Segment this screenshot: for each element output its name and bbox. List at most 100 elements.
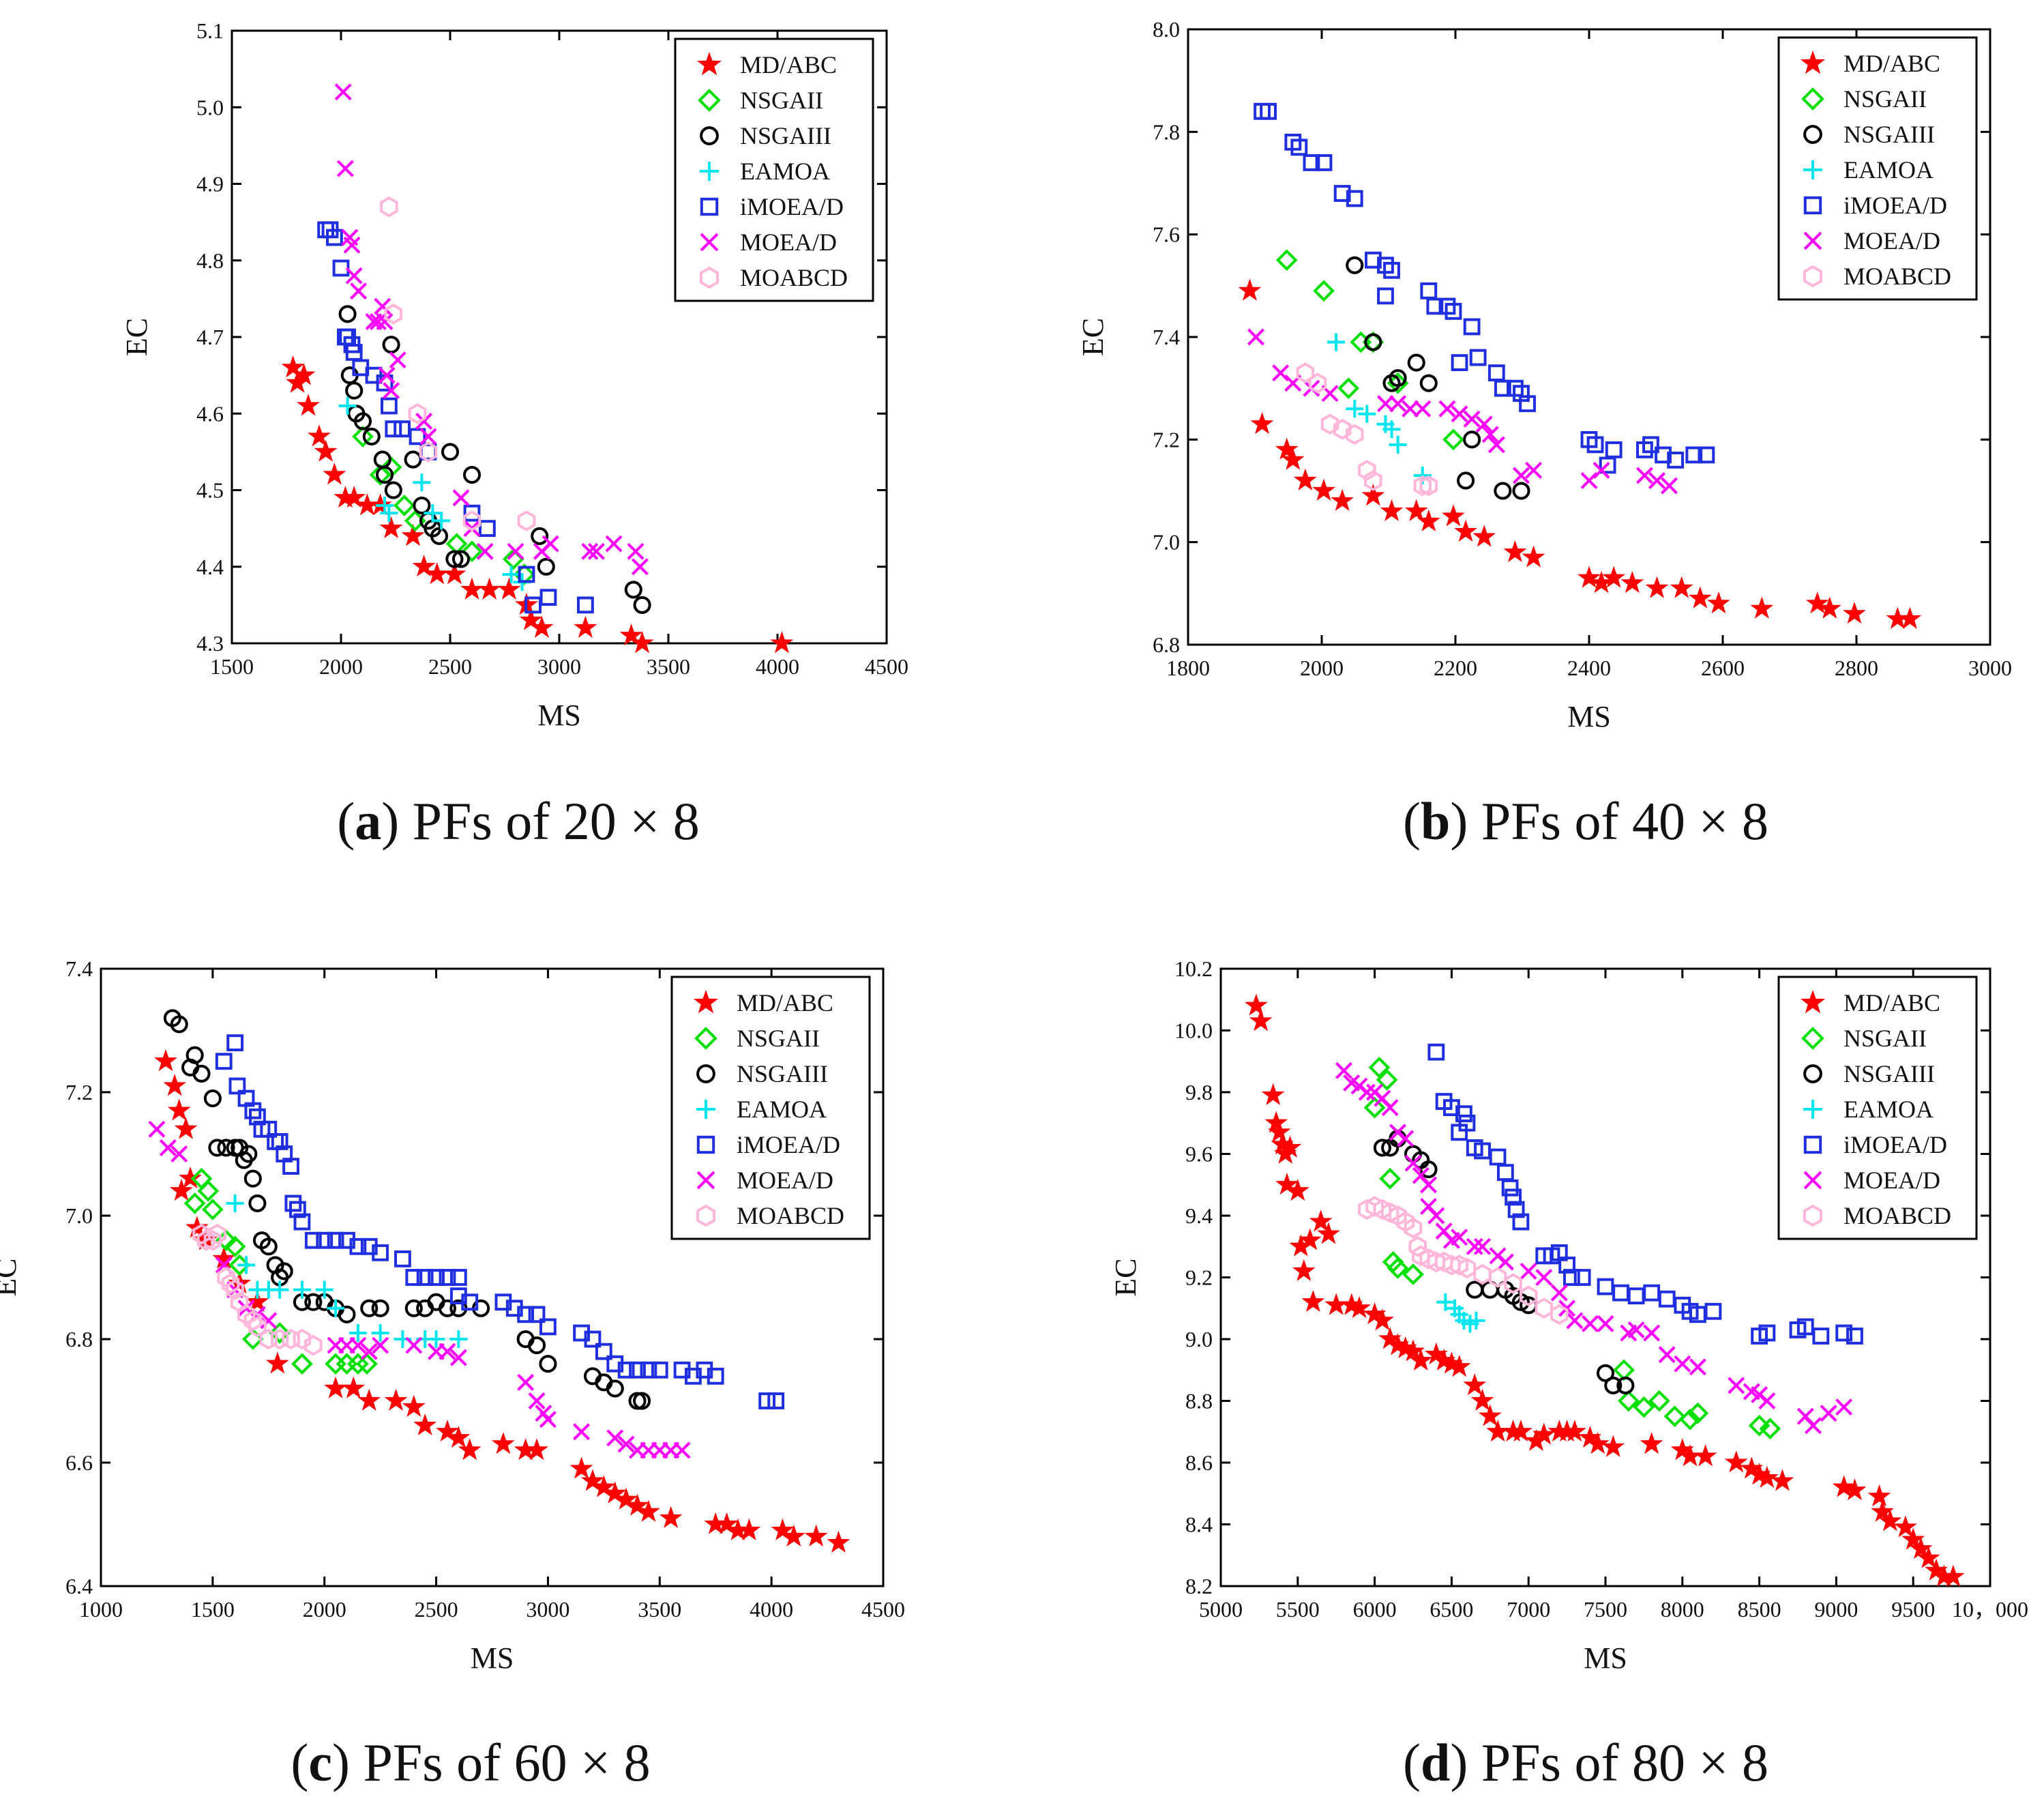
data-point [1469,349,1487,366]
data-point [1427,1251,1446,1273]
legend-label: MOABCD [1843,1202,1951,1229]
data-point [374,297,391,315]
data-point [174,1117,198,1139]
legend-marker [1803,1064,1822,1083]
data-point [293,1328,312,1350]
data-point [314,439,338,462]
data-point [239,1145,258,1163]
legend-label: iMOEA/D [1843,192,1947,219]
x-axis-label: MS [1567,700,1611,733]
y-tick-label: 7.0 [1153,530,1180,555]
x-tick-label: 8500 [1738,1597,1781,1622]
y-tick-label: 4.3 [196,631,224,656]
data-point [1442,1255,1461,1276]
x-tick-label: 10，000 [1952,1597,2028,1622]
data-point [384,1388,408,1411]
data-point [1832,1475,1856,1497]
y-tick-label: 8.6 [1185,1450,1213,1475]
data-point [1312,478,1335,501]
data-point [1451,405,1468,423]
data-point [1596,1364,1615,1382]
data-point [1487,436,1505,454]
data-point [1303,154,1320,171]
data-point [1488,1267,1507,1288]
data-point [357,1388,381,1411]
data-point [1445,303,1462,320]
y-tick-label: 4.6 [196,401,224,426]
data-point [449,1269,467,1286]
panel-caption: (c) PFs of 60 × 8 [291,1733,650,1792]
data-point [451,550,471,568]
legend-marker [694,1027,717,1050]
legend-marker [1803,1135,1822,1154]
data-point [1578,566,1601,588]
series-moabcd [1296,362,1438,497]
data-point [197,1180,220,1202]
data-point [1376,1069,1398,1091]
data-point [1324,1293,1348,1315]
data-point [1466,1237,1483,1255]
legend-label: MD/ABC [1843,989,1940,1016]
data-point [1755,1465,1779,1489]
data-point [1377,287,1394,305]
data-point [462,466,482,484]
y-tick-label: 4.4 [196,555,224,579]
data-point [1442,428,1464,451]
data-point [1409,1348,1433,1371]
y-tick-label: 8.0 [1153,17,1180,42]
data-point [1298,1228,1322,1250]
data-point [1346,256,1364,274]
data-point [1843,602,1866,624]
data-point [1327,333,1346,351]
data-point [517,1373,535,1391]
data-point [154,1049,177,1072]
data-point [1494,379,1511,397]
y-tick-label: 8.8 [1185,1389,1213,1414]
data-point [324,1376,348,1398]
y-tick-label: 10.0 [1174,1019,1213,1043]
data-point [1402,1339,1425,1362]
data-point [1447,1354,1471,1377]
data-point [782,1524,805,1547]
data-point [293,1280,311,1299]
data-point [1494,482,1512,500]
data-point [617,1435,635,1453]
y-tick-label: 5.1 [196,18,224,43]
data-point [1504,1273,1522,1294]
data-point [383,382,400,400]
data-point [1507,1201,1525,1218]
data-point [356,1353,378,1375]
data-point [1458,1114,1476,1132]
data-point [1267,1120,1291,1143]
data-point [376,496,394,514]
data-point [1707,591,1730,614]
data-point [758,1392,775,1409]
data-point [477,577,501,600]
data-point [633,1392,651,1410]
data-point [163,1074,187,1096]
x-tick-label: 2400 [1567,656,1611,680]
data-point [1867,1484,1891,1507]
legend-marker [1803,160,1822,179]
data-point [1364,333,1382,351]
data-point [1346,400,1364,418]
data-point [1602,566,1626,588]
x-tick-label: 3000 [537,654,581,679]
chart-panel-b: 1800 2000 2200 2400 2600 2800 3000 6.8 7.0 7.2 7.4… [1076,17,2012,851]
data-point [1901,1527,1925,1550]
data-point [715,1512,739,1534]
data-point [413,496,431,515]
data-point [517,510,536,531]
data-point [443,562,466,585]
data-point [1358,460,1376,481]
data-point [1364,251,1382,269]
data-point [362,427,381,445]
data-point [282,1158,299,1175]
y-tick-label: 7.2 [65,1080,93,1104]
data-point [1250,411,1274,435]
data-point [1358,1083,1376,1101]
y-tick-label: 7.6 [1153,222,1180,247]
x-tick-label: 3500 [647,654,690,679]
data-point [394,420,411,438]
